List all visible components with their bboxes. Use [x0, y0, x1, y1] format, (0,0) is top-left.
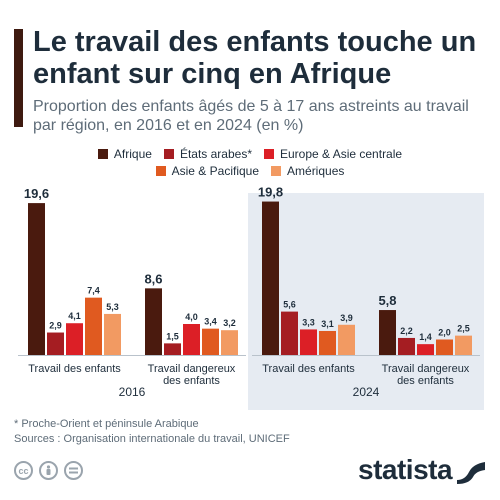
legend-row-1: Afrique États arabes* Europe & Asie cent…	[0, 145, 500, 162]
data-label: 3,3	[302, 317, 315, 327]
data-label: 5,6	[283, 300, 296, 310]
year-label: 2016	[119, 385, 146, 399]
legend-item-asie-pacifique: Asie & Pacifique	[155, 163, 260, 178]
category-label: Travail dangereux	[148, 363, 236, 375]
legend-item-ameriques: Amériques	[271, 164, 344, 178]
data-label: 4,1	[68, 311, 81, 321]
year-highlight-panel	[248, 193, 484, 410]
data-label: 3,9	[340, 313, 353, 323]
statista-logo: statista	[358, 454, 453, 485]
category-label: Travail des enfants	[262, 363, 355, 375]
bar-2024-0-2	[300, 329, 317, 355]
legend-label: Amériques	[287, 163, 345, 178]
data-label: 2,5	[457, 324, 470, 334]
bar-2016-0-4	[104, 313, 121, 355]
data-label: 1,5	[166, 331, 179, 341]
data-label: 19,6	[24, 186, 49, 201]
by-icon	[39, 461, 58, 480]
data-label: 3,1	[321, 319, 334, 329]
year-label: 2024	[353, 385, 380, 399]
bar-2024-0-4	[338, 324, 355, 355]
data-label: 2,0	[438, 328, 451, 338]
legend: Afrique États arabes* Europe & Asie cent…	[0, 145, 500, 179]
bar-2016-1-3	[202, 328, 219, 355]
bar-2016-1-4	[221, 330, 238, 355]
data-label: 7,4	[87, 286, 100, 296]
legend-item-afrique: Afrique	[97, 146, 152, 161]
bar-2024-0-3	[319, 330, 336, 355]
bar-chart: 19,6 2,9 4,1 7,4 5,3 Travail des enfants 8,6 1,…	[18, 185, 484, 410]
data-label: 8,6	[144, 271, 162, 286]
bar-2016-0-3	[85, 297, 102, 355]
data-label: 5,3	[106, 302, 119, 312]
category-label: Travail dangereux	[382, 363, 470, 375]
bar-2024-0-0	[262, 201, 279, 355]
category-label: des enfants	[397, 375, 454, 387]
bar-2016-0-0	[28, 203, 45, 355]
page-title: Le travail des enfants touche un enfant …	[33, 26, 477, 90]
license-icons: cc	[14, 461, 89, 480]
legend-label: États arabes*	[179, 146, 252, 161]
legend-swatch-afrique	[97, 148, 108, 159]
sources: Sources : Organisation internationale du…	[14, 433, 290, 445]
bar-2024-1-2	[417, 344, 434, 355]
title-accent-bar	[14, 29, 23, 127]
statista-logo-icon	[457, 462, 485, 484]
cc-icon: cc	[14, 461, 33, 480]
bar-2016-1-0	[145, 288, 162, 355]
legend-swatch-etats-arabes	[163, 148, 174, 159]
legend-swatch-asie-pacifique	[155, 165, 166, 176]
bar-2024-1-1	[398, 337, 415, 355]
bar-2024-1-0	[379, 310, 396, 355]
legend-label: Afrique	[113, 146, 152, 161]
data-label: 2,2	[400, 326, 413, 336]
data-label: 5,8	[378, 293, 396, 308]
data-label: 3,2	[223, 318, 236, 328]
bar-2016-1-2	[183, 324, 200, 355]
data-label: 1,4	[419, 332, 432, 342]
legend-item-etats-arabes: États arabes*	[163, 146, 252, 161]
category-label: Travail des enfants	[28, 363, 121, 375]
data-label: 2,9	[49, 321, 62, 331]
bar-2024-1-4	[455, 335, 472, 355]
bar-2016-0-1	[47, 332, 64, 355]
bar-2024-0-1	[281, 311, 298, 355]
legend-label: Asie & Pacifique	[171, 163, 260, 178]
data-label: 19,8	[258, 185, 283, 200]
footnote: * Proche-Orient et péninsule Arabique	[14, 418, 199, 430]
bar-2024-1-3	[436, 339, 453, 355]
data-label: 3,4	[204, 317, 217, 327]
chart-subtitle: Proportion des enfants âgés de 5 à 17 an…	[33, 98, 469, 134]
bar-2016-1-1	[164, 343, 181, 355]
legend-swatch-ameriques	[271, 165, 282, 176]
legend-row-2: Asie & Pacifique Amériques	[0, 162, 500, 179]
data-label: 4,0	[185, 312, 198, 322]
category-label: des enfants	[163, 375, 220, 387]
equals-icon	[64, 461, 83, 480]
legend-swatch-europe-asie-centrale	[264, 148, 274, 159]
legend-label: Europe & Asie centrale	[280, 146, 403, 161]
legend-item-europe-asie-centrale: Europe & Asie centrale	[264, 147, 402, 161]
bar-2016-0-2	[66, 323, 83, 355]
